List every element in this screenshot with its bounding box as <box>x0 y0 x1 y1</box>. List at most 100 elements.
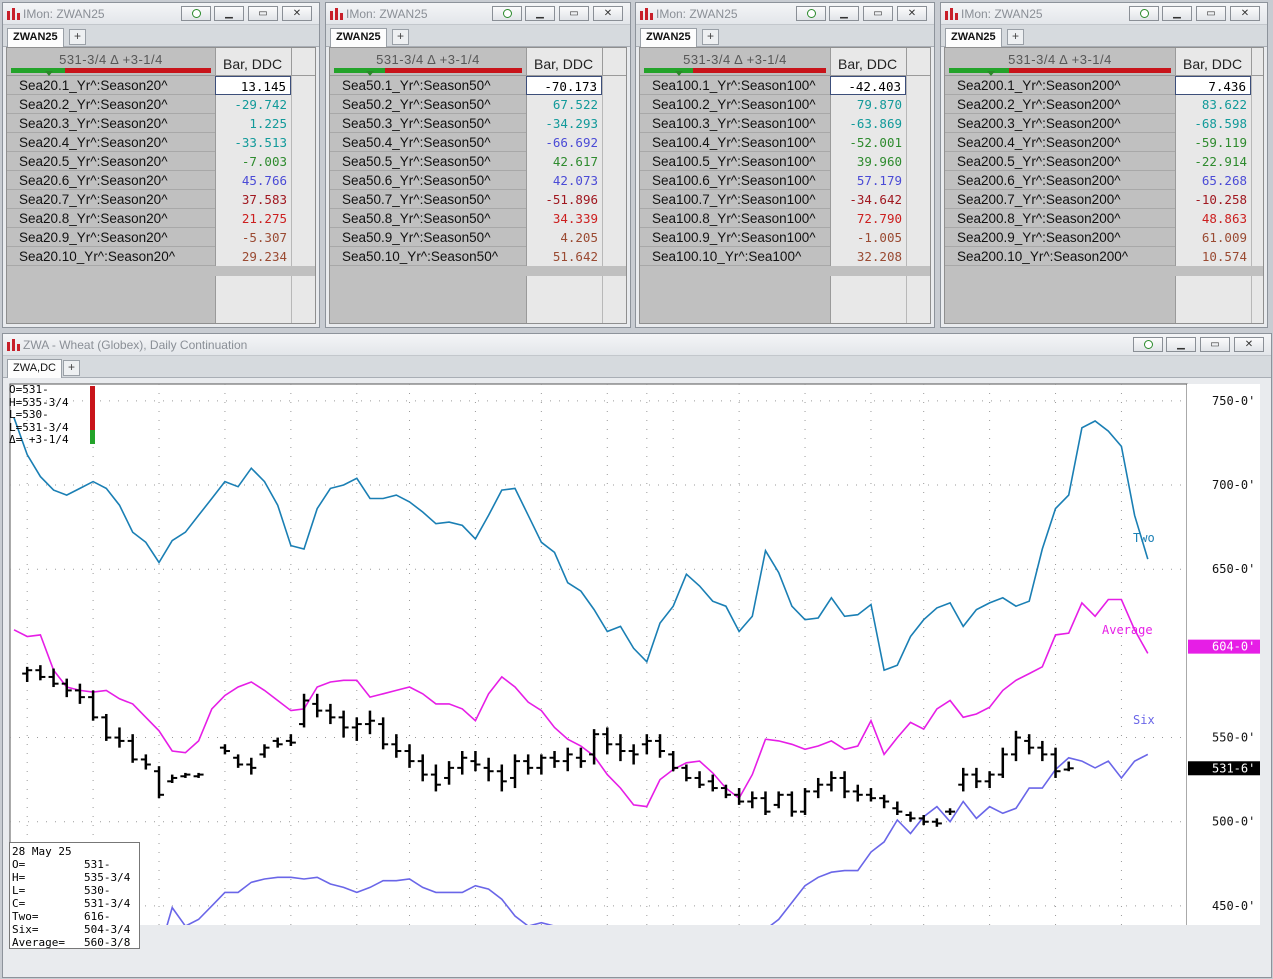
value-cell[interactable]: 42.073 <box>526 171 602 190</box>
minimize-button[interactable]: ▁ <box>1162 6 1192 21</box>
add-tab-button[interactable]: + <box>702 29 719 45</box>
value-cell[interactable]: 48.863 <box>1175 209 1251 228</box>
add-tab-button[interactable]: + <box>1007 29 1024 45</box>
quote-row[interactable]: Sea50.10_Yr^:Season50^ 51.642 <box>330 247 626 266</box>
add-tab-button[interactable]: + <box>392 29 409 45</box>
value-cell[interactable]: 45.766 <box>215 171 291 190</box>
value-cell[interactable]: 39.960 <box>830 152 906 171</box>
value-cell[interactable]: -34.642 <box>830 190 906 209</box>
column-header[interactable]: Bar, DDC <box>215 48 291 76</box>
add-tab-button[interactable]: + <box>69 29 86 45</box>
value-cell[interactable]: -7.003 <box>215 152 291 171</box>
value-cell[interactable]: 7.436 <box>1175 76 1251 95</box>
column-header[interactable]: Bar, DDC <box>1175 48 1251 76</box>
minimize-button[interactable]: ▁ <box>214 6 244 21</box>
quote-row[interactable]: Sea20.10_Yr^:Season20^ 29.234 <box>7 247 315 266</box>
value-cell[interactable]: -63.869 <box>830 114 906 133</box>
quote-row[interactable]: Sea100.6_Yr^:Season100^ 57.179 <box>640 171 930 190</box>
value-cell[interactable]: 57.179 <box>830 171 906 190</box>
value-cell[interactable]: -33.513 <box>215 133 291 152</box>
value-cell[interactable]: 61.009 <box>1175 228 1251 247</box>
value-cell[interactable]: -66.692 <box>526 133 602 152</box>
quote-row[interactable]: Sea100.3_Yr^:Season100^ -63.869 <box>640 114 930 133</box>
chart-titlebar[interactable]: ZWA - Wheat (Globex), Daily Continuation… <box>3 334 1271 356</box>
add-tab-button[interactable]: + <box>63 360 80 376</box>
quote-row[interactable]: Sea200.6_Yr^:Season200^ 65.268 <box>945 171 1263 190</box>
imon-titlebar[interactable]: IMon: ZWAN25 ▁ ▭ ✕ <box>3 3 319 25</box>
value-cell[interactable]: -5.307 <box>215 228 291 247</box>
tab-zwan25[interactable]: ZWAN25 <box>7 28 64 47</box>
column-header[interactable]: Bar, DDC <box>830 48 906 76</box>
quote-row[interactable]: Sea100.7_Yr^:Season100^ -34.642 <box>640 190 930 209</box>
link-button[interactable] <box>1129 6 1159 21</box>
quote-row[interactable]: Sea200.9_Yr^:Season200^ 61.009 <box>945 228 1263 247</box>
quote-row[interactable]: Sea50.9_Yr^:Season50^ 4.205 <box>330 228 626 247</box>
close-button[interactable]: ✕ <box>1234 337 1264 352</box>
column-header[interactable]: Bar, DDC <box>526 48 602 76</box>
minimize-button[interactable]: ▁ <box>829 6 859 21</box>
quote-row[interactable]: Sea50.1_Yr^:Season50^ -70.173 <box>330 76 626 95</box>
maximize-button[interactable]: ▭ <box>1196 6 1226 21</box>
value-cell[interactable]: -52.001 <box>830 133 906 152</box>
value-cell[interactable]: -68.598 <box>1175 114 1251 133</box>
quote-row[interactable]: Sea200.10_Yr^:Season200^ 10.574 <box>945 247 1263 266</box>
value-cell[interactable]: -10.258 <box>1175 190 1251 209</box>
quote-row[interactable]: Sea200.2_Yr^:Season200^ 83.622 <box>945 95 1263 114</box>
link-button[interactable] <box>492 6 522 21</box>
quote-row[interactable]: Sea200.7_Yr^:Season200^ -10.258 <box>945 190 1263 209</box>
quote-row[interactable]: Sea50.7_Yr^:Season50^ -51.896 <box>330 190 626 209</box>
value-cell[interactable]: 67.522 <box>526 95 602 114</box>
maximize-button[interactable]: ▭ <box>1200 337 1230 352</box>
minimize-button[interactable]: ▁ <box>525 6 555 21</box>
value-cell[interactable]: 51.642 <box>526 247 602 266</box>
close-button[interactable]: ✕ <box>593 6 623 21</box>
value-cell[interactable]: -34.293 <box>526 114 602 133</box>
value-cell[interactable]: 29.234 <box>215 247 291 266</box>
quote-row[interactable]: Sea100.8_Yr^:Season100^ 72.790 <box>640 209 930 228</box>
quote-row[interactable]: Sea50.8_Yr^:Season50^ 34.339 <box>330 209 626 228</box>
maximize-button[interactable]: ▭ <box>863 6 893 21</box>
link-button[interactable] <box>181 6 211 21</box>
tab-zwan25[interactable]: ZWAN25 <box>945 28 1002 47</box>
tab-zwan25[interactable]: ZWAN25 <box>330 28 387 47</box>
value-cell[interactable]: 13.145 <box>215 76 291 95</box>
quote-row[interactable]: Sea200.5_Yr^:Season200^ -22.914 <box>945 152 1263 171</box>
quote-row[interactable]: Sea100.1_Yr^:Season100^ -42.403 <box>640 76 930 95</box>
value-cell[interactable]: -70.173 <box>526 76 602 95</box>
quote-row[interactable]: Sea100.2_Yr^:Season100^ 79.870 <box>640 95 930 114</box>
imon-titlebar[interactable]: IMon: ZWAN25 ▁ ▭ ✕ <box>636 3 934 25</box>
imon-titlebar[interactable]: IMon: ZWAN25 ▁ ▭ ✕ <box>941 3 1267 25</box>
value-cell[interactable]: 32.208 <box>830 247 906 266</box>
quote-row[interactable]: Sea100.4_Yr^:Season100^ -52.001 <box>640 133 930 152</box>
quote-row[interactable]: Sea50.2_Yr^:Season50^ 67.522 <box>330 95 626 114</box>
value-cell[interactable]: 83.622 <box>1175 95 1251 114</box>
quote-row[interactable]: Sea50.4_Yr^:Season50^ -66.692 <box>330 133 626 152</box>
quote-row[interactable]: Sea20.5_Yr^:Season20^ -7.003 <box>7 152 315 171</box>
close-button[interactable]: ✕ <box>897 6 927 21</box>
value-cell[interactable]: -59.119 <box>1175 133 1251 152</box>
maximize-button[interactable]: ▭ <box>248 6 278 21</box>
quote-row[interactable]: Sea20.8_Yr^:Season20^ 21.275 <box>7 209 315 228</box>
quote-row[interactable]: Sea200.3_Yr^:Season200^ -68.598 <box>945 114 1263 133</box>
value-cell[interactable]: -29.742 <box>215 95 291 114</box>
quote-row[interactable]: Sea20.7_Yr^:Season20^ 37.583 <box>7 190 315 209</box>
quote-row[interactable]: Sea100.5_Yr^:Season100^ 39.960 <box>640 152 930 171</box>
close-button[interactable]: ✕ <box>1230 6 1260 21</box>
value-cell[interactable]: -42.403 <box>830 76 906 95</box>
minimize-button[interactable]: ▁ <box>1166 337 1196 352</box>
quote-row[interactable]: Sea100.10_Yr^:Sea100^ 32.208 <box>640 247 930 266</box>
value-cell[interactable]: 37.583 <box>215 190 291 209</box>
value-cell[interactable]: -51.896 <box>526 190 602 209</box>
value-cell[interactable]: -22.914 <box>1175 152 1251 171</box>
value-cell[interactable]: 42.617 <box>526 152 602 171</box>
value-cell[interactable]: 79.870 <box>830 95 906 114</box>
maximize-button[interactable]: ▭ <box>559 6 589 21</box>
quote-row[interactable]: Sea50.6_Yr^:Season50^ 42.073 <box>330 171 626 190</box>
value-cell[interactable]: -1.005 <box>830 228 906 247</box>
close-button[interactable]: ✕ <box>282 6 312 21</box>
imon-titlebar[interactable]: IMon: ZWAN25 ▁ ▭ ✕ <box>326 3 630 25</box>
quote-row[interactable]: Sea20.9_Yr^:Season20^ -5.307 <box>7 228 315 247</box>
quote-row[interactable]: Sea20.1_Yr^:Season20^ 13.145 <box>7 76 315 95</box>
quote-row[interactable]: Sea200.1_Yr^:Season200^ 7.436 <box>945 76 1263 95</box>
quote-row[interactable]: Sea200.4_Yr^:Season200^ -59.119 <box>945 133 1263 152</box>
